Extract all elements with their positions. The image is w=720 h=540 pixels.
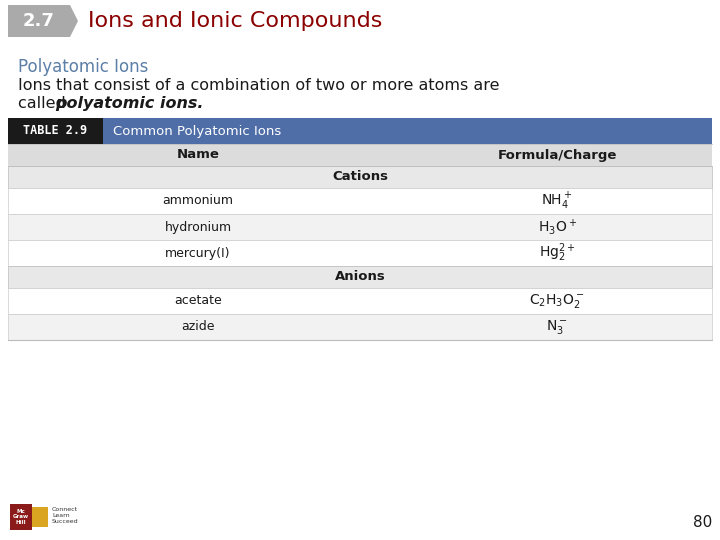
FancyBboxPatch shape — [8, 118, 103, 144]
Text: called: called — [18, 96, 71, 111]
Text: azide: azide — [181, 321, 215, 334]
Polygon shape — [32, 507, 48, 527]
Text: Cations: Cations — [332, 171, 388, 184]
Text: acetate: acetate — [174, 294, 222, 307]
Text: mercury(I): mercury(I) — [166, 246, 231, 260]
FancyBboxPatch shape — [103, 118, 712, 144]
Text: Ions that consist of a combination of two or more atoms are: Ions that consist of a combination of tw… — [18, 78, 500, 93]
Text: Mc
Graw
Hill: Mc Graw Hill — [13, 509, 29, 525]
Text: Common Polyatomic Ions: Common Polyatomic Ions — [113, 125, 282, 138]
Text: hydronium: hydronium — [164, 220, 232, 233]
FancyBboxPatch shape — [8, 166, 712, 188]
Text: Hg$_2^{2+}$: Hg$_2^{2+}$ — [539, 242, 575, 264]
FancyBboxPatch shape — [8, 314, 712, 340]
Polygon shape — [8, 5, 78, 37]
Text: TABLE 2.9: TABLE 2.9 — [24, 125, 88, 138]
FancyBboxPatch shape — [10, 504, 32, 530]
Text: Ions and Ionic Compounds: Ions and Ionic Compounds — [88, 11, 382, 31]
Text: Formula/Charge: Formula/Charge — [498, 148, 617, 161]
Text: Polyatomic Ions: Polyatomic Ions — [18, 58, 148, 76]
Text: Anions: Anions — [335, 271, 385, 284]
Text: ammonium: ammonium — [163, 194, 233, 207]
FancyBboxPatch shape — [8, 144, 712, 166]
FancyBboxPatch shape — [8, 240, 712, 266]
Text: polyatomic ions.: polyatomic ions. — [55, 96, 204, 111]
Text: H$_3$O$^+$: H$_3$O$^+$ — [538, 217, 577, 237]
FancyBboxPatch shape — [8, 266, 712, 288]
FancyBboxPatch shape — [8, 188, 712, 214]
Text: Name: Name — [176, 148, 220, 161]
Text: 2.7: 2.7 — [23, 12, 55, 30]
Text: NH$_4^+$: NH$_4^+$ — [541, 191, 573, 212]
Text: N$_3^-$: N$_3^-$ — [546, 318, 568, 336]
FancyBboxPatch shape — [8, 214, 712, 240]
FancyBboxPatch shape — [8, 288, 712, 314]
Text: C$_2$H$_3$O$_2^-$: C$_2$H$_3$O$_2^-$ — [529, 292, 585, 310]
Text: 80: 80 — [693, 515, 712, 530]
Text: Connect
Learn
Succeed: Connect Learn Succeed — [52, 507, 78, 524]
